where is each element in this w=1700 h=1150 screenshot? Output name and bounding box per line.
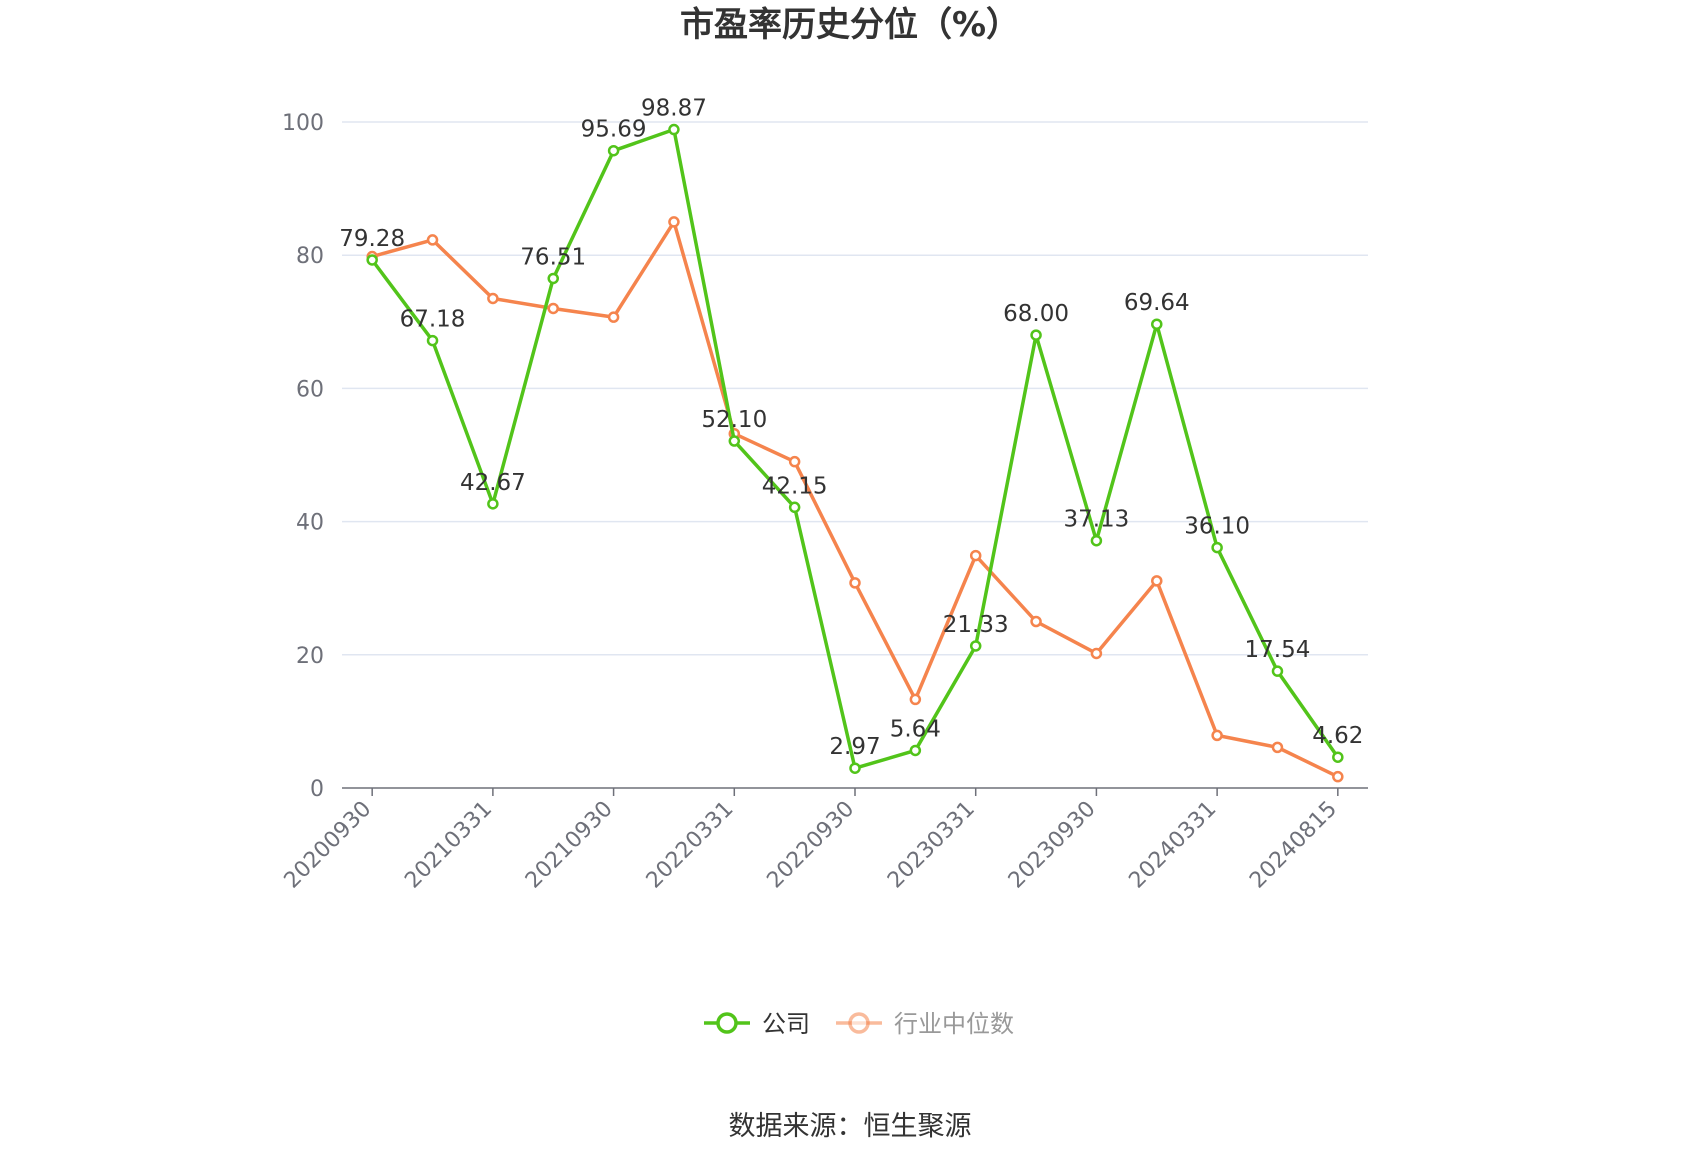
data-point xyxy=(1211,541,1223,554)
data-label: 17.54 xyxy=(1245,637,1311,663)
data-point xyxy=(1151,575,1163,587)
data-label: 69.64 xyxy=(1124,290,1190,316)
data-point xyxy=(607,144,620,157)
data-label: 2.97 xyxy=(829,734,880,760)
data-point xyxy=(1030,615,1042,628)
x-tick-label: 20210331 xyxy=(400,797,497,894)
x-axis: 20200930 20210331 20210930 20220331 20220930… xyxy=(280,787,1368,894)
y-tick-label: 100 xyxy=(282,111,324,136)
data-label: 76.51 xyxy=(520,244,586,270)
data-label: 5.64 xyxy=(890,716,941,742)
chart-title: 市盈率历史分位（%） xyxy=(680,5,1020,45)
legend[interactable]: 公司 行业中位数 xyxy=(704,1010,1014,1038)
data-point xyxy=(1030,329,1042,341)
data-point xyxy=(547,302,559,315)
grid-lines xyxy=(342,121,1368,656)
data-label: 36.10 xyxy=(1184,514,1250,540)
data-point xyxy=(1271,741,1284,754)
data-point xyxy=(426,334,439,347)
data-label: 52.10 xyxy=(701,407,767,433)
data-point xyxy=(487,498,499,510)
legend-label: 公司 xyxy=(762,1010,810,1038)
data-label: 42.15 xyxy=(762,473,828,499)
y-tick-label: 60 xyxy=(296,377,324,402)
legend-label: 行业中位数 xyxy=(894,1010,1014,1038)
x-tick-label: 20230930 xyxy=(1004,797,1101,894)
data-point xyxy=(668,216,680,228)
data-point xyxy=(849,577,861,589)
x-tick-label: 20220930 xyxy=(762,797,859,894)
data-point xyxy=(1090,534,1103,547)
y-tick-label: 80 xyxy=(296,244,324,269)
data-point xyxy=(547,272,559,285)
y-tick-label: 20 xyxy=(296,644,324,669)
data-label: 98.87 xyxy=(641,96,707,122)
data-label: 4.62 xyxy=(1312,723,1363,749)
y-axis: 0 20 40 60 80 100 xyxy=(282,111,324,802)
data-point xyxy=(788,501,801,514)
data-point xyxy=(969,640,982,652)
data-label: 21.33 xyxy=(943,612,1009,638)
data-point xyxy=(607,311,620,323)
y-tick-label: 0 xyxy=(310,777,324,802)
data-label: 37.13 xyxy=(1063,507,1129,533)
data-point xyxy=(728,435,741,447)
x-tick-label: 20240815 xyxy=(1245,797,1342,894)
legend-item-1[interactable]: 行业中位数 xyxy=(836,1010,1014,1038)
data-point xyxy=(788,455,801,468)
data-label: 68.00 xyxy=(1003,301,1069,327)
data-point xyxy=(1090,647,1103,660)
data-point xyxy=(909,693,922,706)
x-tick-label: 20210930 xyxy=(521,797,618,894)
data-point xyxy=(1271,665,1284,677)
data-point xyxy=(1211,729,1223,742)
data-point xyxy=(1332,751,1344,763)
data-label: 95.69 xyxy=(581,117,647,143)
data-point xyxy=(426,234,439,246)
data-point xyxy=(849,762,861,774)
data-label: 67.18 xyxy=(400,307,466,333)
x-tick-label: 20230331 xyxy=(883,797,980,894)
x-tick-label: 20220331 xyxy=(642,797,739,894)
data-point xyxy=(366,254,378,266)
data-source: 数据来源：恒生聚源 xyxy=(729,1111,972,1142)
series-line-1 xyxy=(371,220,1339,779)
data-point xyxy=(1332,770,1344,783)
data-point xyxy=(909,744,922,757)
data-point xyxy=(487,292,499,305)
data-label: 42.67 xyxy=(460,470,526,496)
x-tick-label: 20200930 xyxy=(280,797,377,894)
series-layer xyxy=(366,123,1344,783)
x-tick-label: 20240331 xyxy=(1124,797,1221,894)
data-label: 79.28 xyxy=(339,226,405,252)
data-point xyxy=(969,549,982,562)
legend-marker xyxy=(848,1012,870,1034)
legend-item-0[interactable]: 公司 xyxy=(704,1010,810,1038)
data-point xyxy=(668,123,680,136)
y-tick-label: 40 xyxy=(296,511,324,536)
data-point xyxy=(1151,318,1163,330)
legend-marker xyxy=(716,1012,738,1034)
